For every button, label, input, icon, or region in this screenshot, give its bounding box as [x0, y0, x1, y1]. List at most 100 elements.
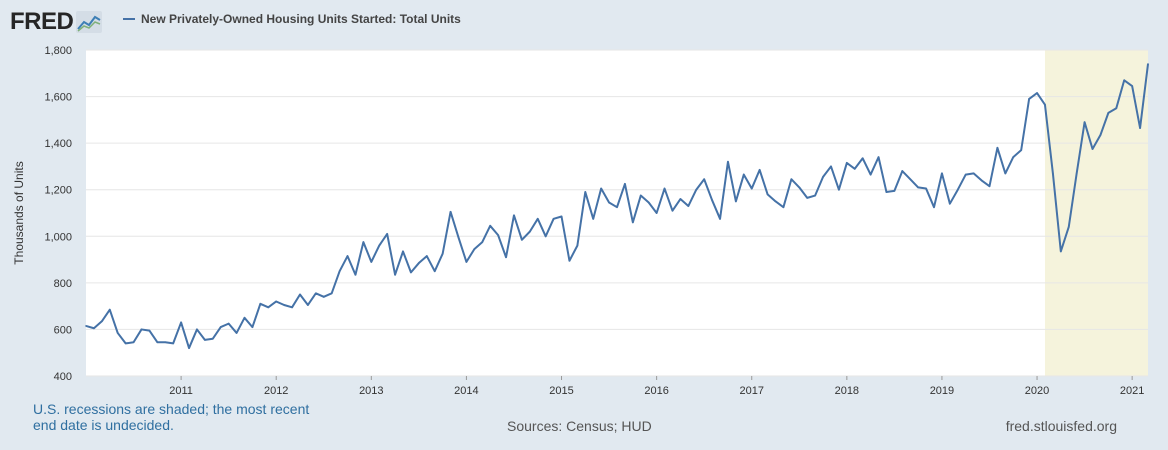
data-point [227, 322, 230, 325]
x-tick-label: 2021 [1120, 385, 1144, 397]
fred-logo[interactable]: FRED [10, 8, 103, 36]
data-point [513, 214, 515, 217]
data-point [758, 169, 761, 171]
x-tick-label: 2012 [264, 385, 288, 397]
data-point [505, 256, 507, 259]
y-tick-label: 1,400 [44, 138, 72, 150]
sources-text: Sources: Census; HUD [507, 418, 652, 434]
legend-series-label: New Privately-Owned Housing Units Starte… [141, 12, 461, 26]
y-axis-label: Thousands of Units [12, 161, 26, 264]
data-point [410, 271, 412, 274]
data-point [433, 270, 436, 273]
data-point [418, 262, 420, 264]
data-point [251, 326, 254, 328]
data-point [1020, 149, 1022, 151]
data-point [624, 183, 626, 185]
data-point [766, 193, 769, 196]
x-tick-label: 2013 [359, 385, 383, 397]
data-point [172, 342, 174, 345]
data-point [267, 306, 270, 309]
recession-note: U.S. recessions are shaded; the most rec… [33, 401, 310, 433]
data-point [148, 329, 151, 332]
data-point [972, 172, 975, 175]
data-point [1036, 92, 1038, 94]
data-point [727, 160, 729, 163]
data-point [933, 206, 935, 208]
x-tick-label: 2015 [549, 385, 573, 397]
data-point [1107, 112, 1110, 114]
data-point [830, 165, 832, 168]
data-point [108, 308, 111, 311]
x-tick-label: 2017 [739, 385, 763, 397]
data-point [473, 248, 476, 250]
data-point [560, 215, 563, 218]
y-tick-label: 1,600 [44, 92, 72, 104]
data-point [980, 179, 983, 182]
data-point [489, 225, 491, 227]
data-point [909, 178, 912, 181]
data-point [1147, 63, 1149, 65]
site-link[interactable]: fred.stlouisfed.org [1005, 418, 1117, 434]
data-point [116, 332, 119, 334]
data-point [497, 234, 499, 236]
data-point [378, 244, 381, 247]
data-point [1060, 250, 1062, 253]
data-point [307, 304, 309, 306]
data-point [679, 198, 682, 200]
data-point [988, 185, 991, 188]
data-point [315, 292, 317, 295]
chart-legend: New Privately-Owned Housing Units Starte… [123, 12, 461, 26]
data-point [687, 205, 690, 207]
data-point [457, 236, 460, 239]
data-point [885, 191, 888, 193]
recession-shading [1044, 50, 1148, 376]
y-tick-label: 1,200 [44, 185, 72, 197]
data-point [600, 187, 602, 190]
data-point [639, 194, 642, 197]
data-point [164, 341, 167, 344]
data-point [996, 147, 999, 149]
data-point [529, 230, 531, 233]
data-point [719, 218, 721, 220]
data-point [869, 173, 872, 176]
data-point [1139, 127, 1141, 129]
data-point [806, 197, 809, 199]
data-point [798, 186, 801, 189]
data-point [156, 341, 159, 344]
data-point [544, 235, 547, 238]
data-point [822, 176, 824, 178]
data-point [204, 339, 206, 341]
x-tick-label: 2016 [644, 385, 668, 397]
data-point [1099, 134, 1102, 136]
data-point [196, 328, 198, 331]
data-point [877, 156, 880, 158]
data-point [275, 300, 278, 303]
data-point [774, 200, 777, 203]
data-point [925, 187, 927, 190]
data-point [838, 188, 840, 191]
x-tick-label: 2018 [835, 385, 859, 397]
data-point [790, 178, 793, 181]
data-point [101, 320, 103, 323]
data-point [964, 173, 967, 176]
y-tick-label: 1,000 [44, 231, 72, 243]
fred-logo-text: FRED [10, 8, 74, 35]
x-tick-label: 2020 [1025, 385, 1049, 397]
data-point [949, 202, 951, 205]
data-point [1091, 148, 1094, 150]
data-point [608, 201, 610, 204]
data-point [1131, 85, 1133, 87]
data-point [1028, 98, 1030, 100]
data-point [85, 325, 87, 327]
data-point [394, 273, 396, 276]
data-point [552, 218, 555, 220]
data-point [283, 304, 285, 306]
data-point [743, 173, 745, 176]
data-point [632, 221, 634, 224]
data-point [536, 218, 539, 220]
data-point [1075, 172, 1078, 175]
data-point [212, 337, 214, 340]
data-point [861, 157, 864, 160]
x-tick-label: 2011 [169, 385, 193, 397]
data-point [616, 206, 618, 208]
